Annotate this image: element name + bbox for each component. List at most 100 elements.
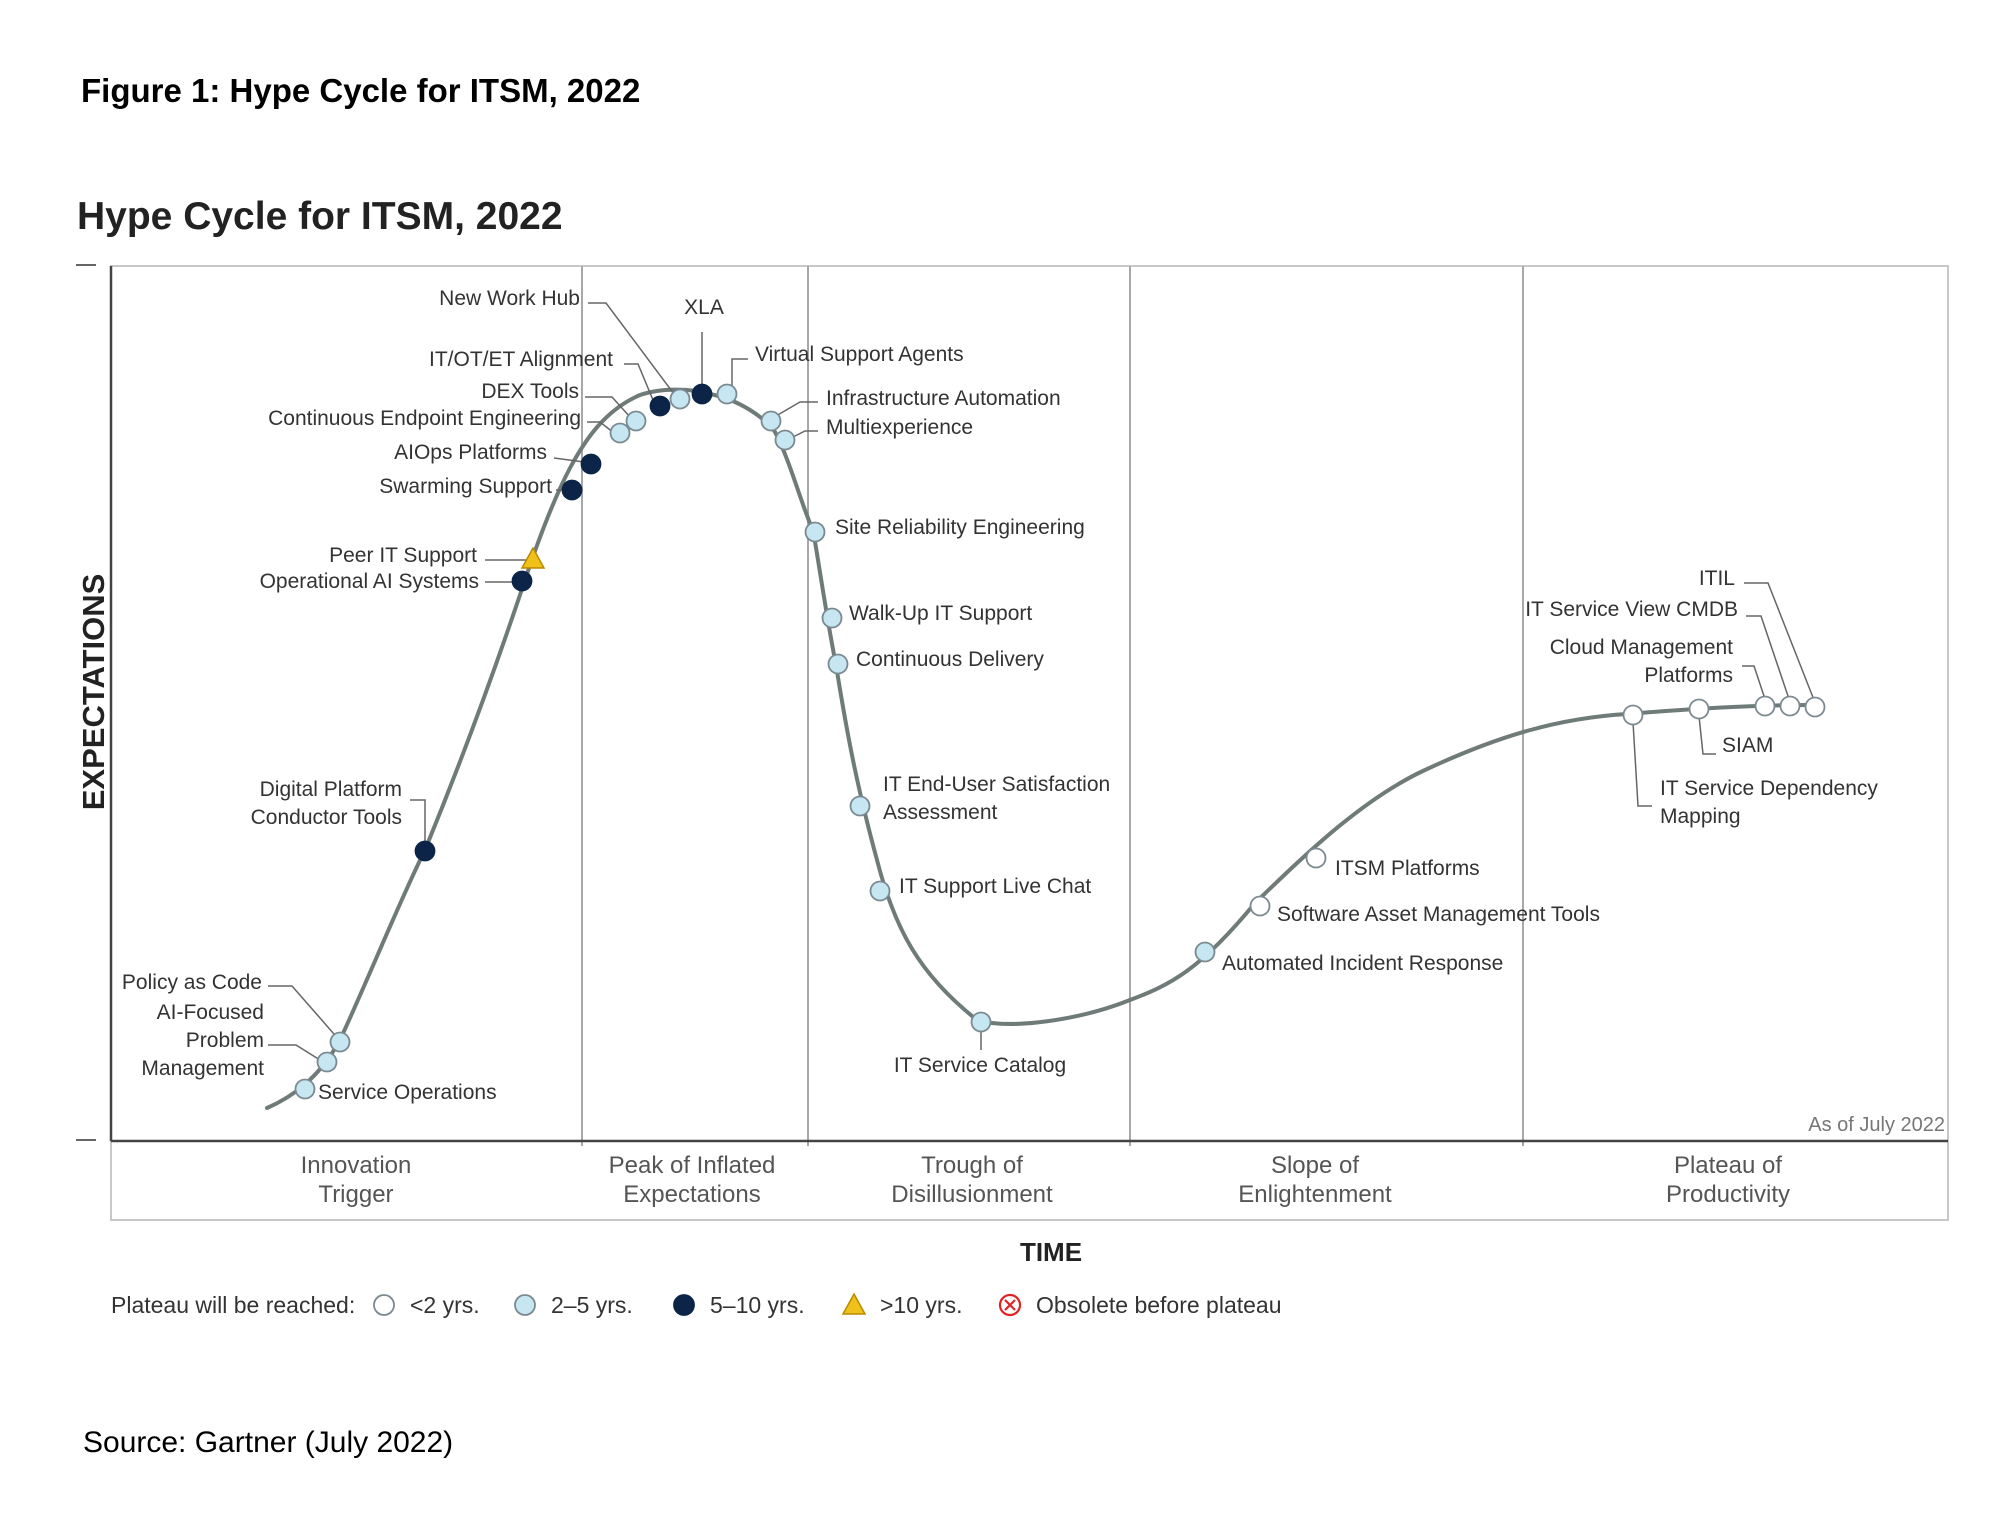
marker-site-reliability-engineering[interactable] (804, 521, 826, 543)
label-swarming-support: Swarming Support (379, 475, 552, 498)
leader-lines (268, 302, 1815, 1061)
label-it-service-catalog: IT Service Catalog (894, 1054, 1066, 1077)
label-infrastructure-automation: Infrastructure Automation (826, 387, 1061, 410)
label-line: New Work Hub (439, 287, 580, 310)
phase-line-1: Slope of (1271, 1152, 1359, 1179)
label-walk-up-it-support: Walk-Up IT Support (849, 602, 1032, 625)
label-line: IT End-User Satisfaction (883, 773, 1110, 796)
label-continuous-endpoint-engineering: Continuous Endpoint Engineering (268, 407, 581, 430)
label-line: Cloud Management (1550, 636, 1733, 659)
y-axis-label: EXPECTATIONS (76, 574, 111, 811)
marker-service-operations[interactable] (294, 1078, 316, 1100)
leader-ai-focused-problem-management (268, 1044, 321, 1061)
marker-itsm-platforms[interactable] (1305, 847, 1327, 869)
leader-siam (1698, 715, 1716, 755)
label-line: Walk-Up IT Support (849, 602, 1032, 625)
label-line: IT/OT/ET Alignment (429, 348, 613, 371)
legend: Plateau will be reached: <2 yrs. 2–5 yrs. 5… (111, 1292, 1282, 1318)
leader-digital-platform-conductor-tools (410, 799, 426, 845)
marker-multiexperience[interactable] (774, 429, 796, 451)
marker-it-end-user-satisfaction-assessment[interactable] (849, 795, 871, 817)
leader-multiexperience (790, 430, 818, 439)
label-line: Operational AI Systems (260, 570, 479, 593)
label-digital-platform-conductor-tools: Digital Platform Conductor Tools (251, 778, 402, 829)
phase-labels: Innovation Trigger Peak of Inflated Expecta… (301, 1152, 1790, 1208)
marker-continuous-delivery[interactable] (827, 653, 849, 675)
label-line: Swarming Support (379, 475, 552, 498)
phase-line-1: Plateau of (1674, 1152, 1782, 1179)
marker-it-service-catalog[interactable] (970, 1011, 992, 1033)
leader-infrastructure-automation (775, 401, 818, 417)
label-line: Mapping (1660, 805, 1741, 828)
marker-automated-incident-response[interactable] (1194, 941, 1216, 963)
source-note: Source: Gartner (July 2022) (83, 1426, 454, 1459)
label-policy-as-code: Policy as Code (122, 971, 262, 994)
label-line: XLA (684, 296, 724, 319)
marker-it-service-dependency-mapping[interactable] (1622, 704, 1644, 726)
label-it-end-user-satisfaction-assessment: IT End-User Satisfaction Assessment (883, 773, 1110, 824)
marker-digital-platform-conductor-tools[interactable] (414, 840, 436, 862)
label-ai-focused-problem-management: AI-Focused Problem Management (141, 1001, 264, 1080)
marker-continuous-endpoint-engineering[interactable] (609, 422, 631, 444)
label-line: Digital Platform (260, 778, 402, 801)
phase-line-2: Trigger (318, 1181, 393, 1208)
label-line: Multiexperience (826, 416, 973, 439)
marker-peer-it-support[interactable] (520, 546, 546, 569)
leader-policy-as-code (268, 985, 335, 1035)
label-dex-tools: DEX Tools (481, 380, 579, 403)
legend-title: Plateau will be reached: (111, 1292, 355, 1318)
label-new-work-hub: New Work Hub (439, 287, 580, 310)
label-line: Software Asset Management Tools (1277, 903, 1600, 926)
marker-it-service-view-cmdb[interactable] (1779, 695, 1801, 717)
label-line: Continuous Delivery (856, 648, 1044, 671)
label-line: Problem (186, 1029, 264, 1052)
marker-new-work-hub[interactable] (669, 388, 691, 410)
label-line: Automated Incident Response (1222, 952, 1503, 975)
technology-markers (294, 383, 1826, 1100)
marker-it-ot-et-alignment[interactable] (649, 395, 671, 417)
chart-title: Hype Cycle for ITSM, 2022 (77, 195, 563, 238)
marker-siam[interactable] (1688, 698, 1710, 720)
marker-walk-up-it-support[interactable] (821, 607, 843, 629)
legend-label: <2 yrs. (410, 1292, 480, 1318)
phase-line-1: Trough of (921, 1152, 1023, 1179)
label-xla: XLA (684, 296, 724, 319)
label-cloud-management-platforms: Cloud Management Platforms (1550, 636, 1733, 687)
marker-infrastructure-automation[interactable] (760, 410, 782, 432)
legend-label: Obsolete before plateau (1036, 1292, 1282, 1318)
leader-dex-tools (585, 396, 631, 418)
marker-operational-ai-systems[interactable] (511, 570, 533, 592)
marker-it-support-live-chat[interactable] (869, 880, 891, 902)
phase-line-2: Expectations (623, 1181, 760, 1208)
label-it-service-view-cmdb: IT Service View CMDB (1525, 598, 1738, 621)
label-line: ITSM Platforms (1335, 857, 1480, 880)
phase-line-2: Enlightenment (1238, 1181, 1392, 1208)
marker-swarming-support[interactable] (561, 479, 583, 501)
leader-cloud-management-platforms (1742, 665, 1766, 700)
legend-marker-gt10 (841, 1292, 867, 1315)
label-line: IT Support Live Chat (899, 875, 1091, 898)
label-line: IT Service Dependency (1660, 777, 1878, 800)
marker-aiops-platforms[interactable] (580, 453, 602, 475)
label-aiops-platforms: AIOps Platforms (394, 441, 547, 464)
marker-dex-tools[interactable] (625, 410, 647, 432)
label-line: Site Reliability Engineering (835, 516, 1085, 539)
marker-policy-as-code[interactable] (329, 1031, 351, 1053)
leader-it-ot-et-alignment (624, 363, 654, 401)
label-operational-ai-systems: Operational AI Systems (260, 570, 479, 593)
label-service-operations: Service Operations (318, 1081, 497, 1104)
marker-cloud-management-platforms[interactable] (1754, 695, 1776, 717)
label-multiexperience: Multiexperience (826, 416, 973, 439)
phase-label: Slope of Enlightenment (1238, 1152, 1392, 1208)
legend-obsolete-cross (1004, 1299, 1016, 1311)
leader-continuous-endpoint-engineering (587, 421, 615, 434)
label-it-service-dependency-mapping: IT Service Dependency Mapping (1660, 777, 1878, 828)
leader-itil (1744, 582, 1815, 701)
marker-itil[interactable] (1804, 696, 1826, 718)
label-software-asset-management-tools: Software Asset Management Tools (1277, 903, 1600, 926)
marker-ai-focused-problem-management[interactable] (316, 1051, 338, 1073)
legend-label: >10 yrs. (880, 1292, 962, 1318)
marker-virtual-support-agents[interactable] (716, 383, 738, 405)
marker-software-asset-management-tools[interactable] (1249, 895, 1271, 917)
marker-xla[interactable] (691, 383, 713, 405)
